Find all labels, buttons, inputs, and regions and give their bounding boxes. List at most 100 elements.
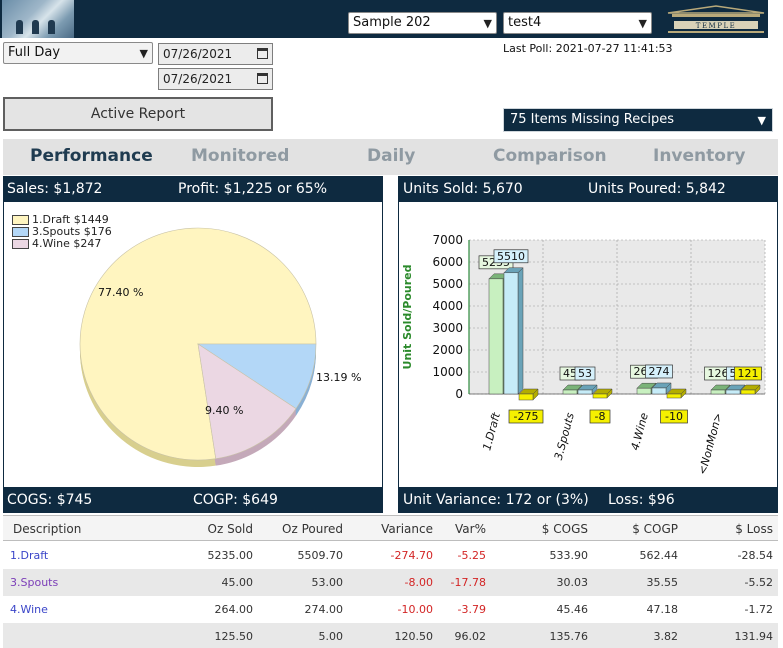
- data-label: 121: [734, 366, 762, 381]
- data-label: 53: [574, 366, 596, 381]
- bar-draft-s2: [518, 393, 534, 401]
- legend-swatch: [12, 215, 29, 225]
- tab-comparison[interactable]: Comparison: [493, 146, 607, 166]
- period-select[interactable]: Full Day ▼: [3, 42, 153, 64]
- table-cell: -17.78: [450, 576, 486, 589]
- tab-inventory[interactable]: Inventory: [653, 146, 746, 166]
- table-cell: 5235.00: [207, 549, 254, 562]
- pie-percent-label: 9.40 %: [205, 404, 243, 417]
- chevron-down-icon: ▼: [483, 17, 492, 30]
- x-tick-label: 3.Spouts: [552, 411, 577, 461]
- data-label: -10: [660, 409, 688, 424]
- y-axis-label: Unit Sold/Poured: [401, 265, 414, 370]
- col-description: Description: [13, 522, 82, 536]
- pie-chart-panel: 1.Draft $1449 3.Spouts $176 4.Wine $247 …: [3, 202, 383, 487]
- legend-label: 1.Draft $1449: [32, 213, 109, 226]
- date-from-input[interactable]: 07/26/2021: [158, 43, 273, 65]
- bar-wine-s2: [666, 393, 682, 399]
- pie-percent-label: 13.19 %: [316, 371, 361, 384]
- chevron-down-icon: ▼: [638, 17, 647, 30]
- bar-chart-panel: 7000 6000 5000 4000 3000 2000 1000 0 Unit Sold/P…: [398, 202, 778, 487]
- data-label: 126: [704, 366, 732, 381]
- cogs-summary-bar: COGS: $745 COGP: $649: [3, 487, 383, 513]
- variance-summary-bar: Unit Variance: 172 or (3%) Loss: $96: [398, 487, 778, 513]
- y-tick-label: 4000: [432, 299, 463, 313]
- bar-nonmon-s0: [710, 389, 726, 395]
- row-description-link[interactable]: 4.Wine: [10, 603, 48, 616]
- data-label-text: 53: [578, 367, 592, 380]
- legend-item-draft: 1.Draft $1449: [12, 214, 109, 226]
- y-tick-label: 1000: [432, 365, 463, 379]
- calendar-icon[interactable]: [257, 48, 268, 59]
- data-label-text: -8: [595, 410, 606, 423]
- store-select[interactable]: Sample 202 ▼: [348, 12, 497, 34]
- user-select-value: test4: [508, 15, 542, 30]
- table-cell: -1.72: [744, 603, 773, 616]
- data-label: 274: [645, 364, 673, 379]
- bar-side: [517, 267, 524, 395]
- y-tick-label: 6000: [432, 255, 463, 269]
- table-cell: 533.90: [549, 549, 589, 562]
- table-cell: 120.50: [394, 630, 434, 643]
- col-variance: Variance: [381, 522, 433, 536]
- profit-value: Profit: $1,225 or 65%: [178, 181, 328, 197]
- y-tick-label: 0: [455, 387, 463, 401]
- y-tick-label: 5000: [432, 277, 463, 291]
- legend-item-spouts: 3.Spouts $176: [12, 226, 112, 238]
- temple-logo: TEMPLE: [667, 5, 765, 33]
- cogs-value: COGS: $745: [7, 492, 93, 508]
- bar-spouts-s1: [577, 389, 593, 395]
- bar-chart: 7000 6000 5000 4000 3000 2000 1000 0 Unit Sold/P…: [401, 233, 766, 476]
- row-description-link[interactable]: 1.Draft: [10, 549, 49, 562]
- legend-label: 3.Spouts $176: [32, 225, 112, 238]
- missing-recipes-select[interactable]: 75 Items Missing Recipes ▼: [503, 108, 773, 132]
- y-tick-label: 2000: [432, 343, 463, 357]
- x-tick-label: 4.Wine: [628, 411, 650, 451]
- pie-chart: 77.40 % 9.40 % 13.19 %: [79, 227, 361, 467]
- data-label-text: 274: [649, 365, 670, 378]
- tab-daily[interactable]: Daily: [367, 146, 416, 166]
- table-cell: 3.82: [653, 630, 679, 643]
- table-row: 1.Draft 5235.00 5509.70 -274.70 -5.25 533.90 5…: [3, 542, 778, 569]
- data-label-text: 45: [563, 367, 577, 380]
- calendar-icon[interactable]: [257, 73, 268, 84]
- user-select[interactable]: test4 ▼: [503, 12, 652, 34]
- active-report-button[interactable]: Active Report: [3, 97, 273, 131]
- legend-swatch: [12, 227, 29, 237]
- data-label: 5510: [493, 249, 529, 264]
- data-label: -8: [589, 409, 611, 424]
- top-bar: Sample 202 ▼ test4 ▼ TEMPLE: [0, 0, 768, 38]
- table-cell: 30.03: [556, 576, 589, 589]
- table-cell: 125.50: [214, 630, 254, 643]
- bar-draft-s1: [503, 272, 519, 395]
- table-cell: -3.79: [457, 603, 486, 616]
- col-var-pct: Var%: [455, 522, 486, 536]
- table-cell: 53.00: [311, 576, 344, 589]
- table-row: 4.Wine 264.00 274.00 -10.00 -3.79 45.46 47.18 -…: [3, 596, 778, 623]
- tab-performance[interactable]: Performance: [30, 146, 153, 166]
- table-cell: -5.52: [744, 576, 773, 589]
- row-description-link[interactable]: 3.Spouts: [10, 576, 59, 589]
- report-tabs: Performance Monitored Daily Comparison I…: [3, 139, 778, 175]
- legend-item-wine: 4.Wine $247: [12, 238, 101, 250]
- x-tick-label: <NonMon>: [696, 411, 725, 476]
- table-cell: -5.25: [457, 549, 486, 562]
- table-row: 125.50 5.00 120.50 96.02 135.76 3.82 131.94: [3, 623, 778, 648]
- col-cogs: $ COGS: [541, 522, 588, 536]
- sales-summary-bar: Sales: $1,872 Profit: $1,225 or 65%: [3, 176, 383, 202]
- col-oz-sold: Oz Sold: [207, 522, 253, 536]
- bar-wine-s0: [636, 387, 652, 395]
- tab-monitored[interactable]: Monitored: [191, 146, 290, 166]
- legend-label: 4.Wine $247: [32, 237, 102, 250]
- table-cell: -274.70: [390, 549, 433, 562]
- bar-nonmon-s1: [725, 389, 741, 395]
- date-to-input[interactable]: 07/26/2021: [158, 68, 273, 90]
- data-label-text: 121: [738, 367, 759, 380]
- table-cell: 45.46: [556, 603, 589, 616]
- table-cell: 5.00: [318, 630, 344, 643]
- last-poll-text: Last Poll: 2021-07-27 11:41:53: [503, 42, 673, 55]
- bar-spouts-s2: [592, 393, 608, 399]
- store-select-value: Sample 202: [353, 15, 431, 30]
- col-cogp: $ COGP: [632, 522, 678, 536]
- data-label-text: 5: [730, 367, 737, 380]
